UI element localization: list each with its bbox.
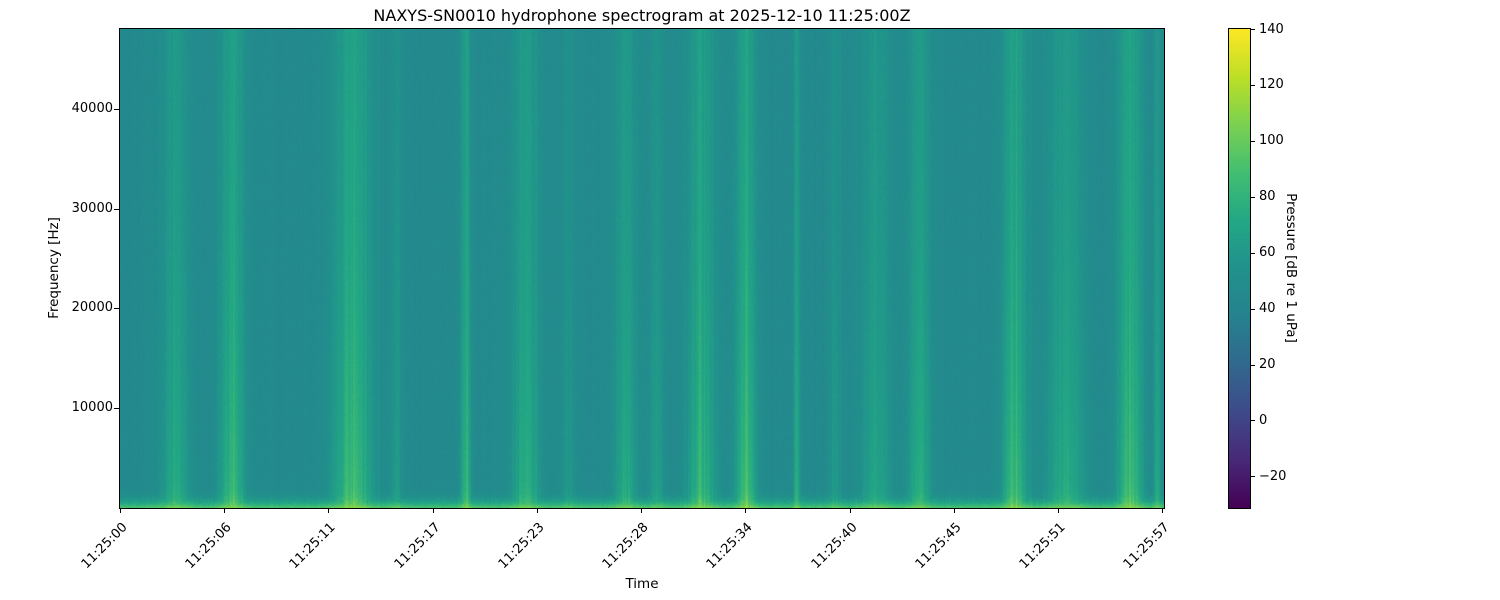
- colorbar-tick-label: 60: [1259, 245, 1276, 261]
- x-tick-mark: [849, 509, 851, 513]
- x-tick-mark: [328, 509, 330, 513]
- y-tick-label: 20000: [71, 300, 113, 316]
- plot-area: [119, 28, 1165, 509]
- x-tick-label: 11:25:40: [808, 520, 861, 572]
- x-tick-mark: [641, 509, 643, 513]
- colorbar-tick-mark: [1251, 476, 1255, 478]
- y-tick-mark: [114, 108, 119, 110]
- colorbar-tick-label: 0: [1259, 412, 1268, 428]
- x-tick-label: 11:25:51: [1016, 520, 1069, 572]
- colorbar-tick-mark: [1251, 84, 1255, 86]
- colorbar-tick-label: 120: [1259, 77, 1284, 93]
- colorbar-tick-mark: [1251, 308, 1255, 310]
- x-tick-label: 11:25:57: [1120, 520, 1173, 572]
- chart-title: NAXYS-SN0010 hydrophone spectrogram at 2…: [373, 6, 911, 25]
- x-tick-mark: [120, 509, 121, 513]
- colorbar-tick-mark: [1251, 420, 1255, 422]
- colorbar-tick-label: 40: [1259, 301, 1276, 317]
- x-tick-mark: [432, 509, 434, 513]
- x-tick-label: 11:25:28: [599, 520, 652, 572]
- colorbar-tick-mark: [1251, 364, 1255, 366]
- colorbar-tick-label: −20: [1259, 468, 1287, 484]
- x-tick-mark: [1057, 509, 1059, 513]
- colorbar-tick-mark: [1251, 140, 1255, 142]
- y-tick-label: 40000: [71, 100, 113, 116]
- colorbar-tick-label: 80: [1259, 189, 1276, 205]
- colorbar-tick-mark: [1251, 252, 1255, 254]
- x-tick-mark: [224, 509, 226, 513]
- spectrogram-canvas: [120, 29, 1164, 508]
- y-tick-label: 10000: [71, 400, 113, 416]
- x-tick-mark: [745, 509, 747, 513]
- y-tick-mark: [114, 308, 119, 310]
- x-tick-mark: [536, 509, 538, 513]
- colorbar-tick-mark: [1251, 196, 1255, 198]
- colorbar-tick-label: 140: [1259, 21, 1284, 37]
- y-tick-label: 30000: [71, 200, 113, 216]
- x-tick-label: 11:25:45: [912, 520, 965, 572]
- x-tick-label: 11:25:17: [391, 520, 444, 572]
- x-tick-label: 11:25:34: [704, 520, 756, 572]
- colorbar-gradient: [1229, 29, 1250, 508]
- x-tick-mark: [953, 509, 955, 513]
- x-tick-label: 11:25:06: [182, 520, 235, 572]
- x-tick-label: 11:25:11: [287, 520, 340, 572]
- colorbar: [1228, 28, 1251, 509]
- x-axis-label: Time: [625, 576, 659, 592]
- x-tick-mark: [1162, 509, 1164, 513]
- y-tick-mark: [114, 408, 119, 410]
- colorbar-label: Pressure [dB re 1 uPa]: [1283, 193, 1299, 343]
- x-tick-label: 11:25:23: [495, 520, 548, 572]
- colorbar-tick-mark: [1251, 29, 1255, 30]
- colorbar-tick-label: 100: [1259, 133, 1284, 149]
- x-tick-label: 11:25:00: [78, 520, 131, 572]
- y-tick-mark: [114, 208, 119, 210]
- colorbar-tick-label: 20: [1259, 357, 1276, 373]
